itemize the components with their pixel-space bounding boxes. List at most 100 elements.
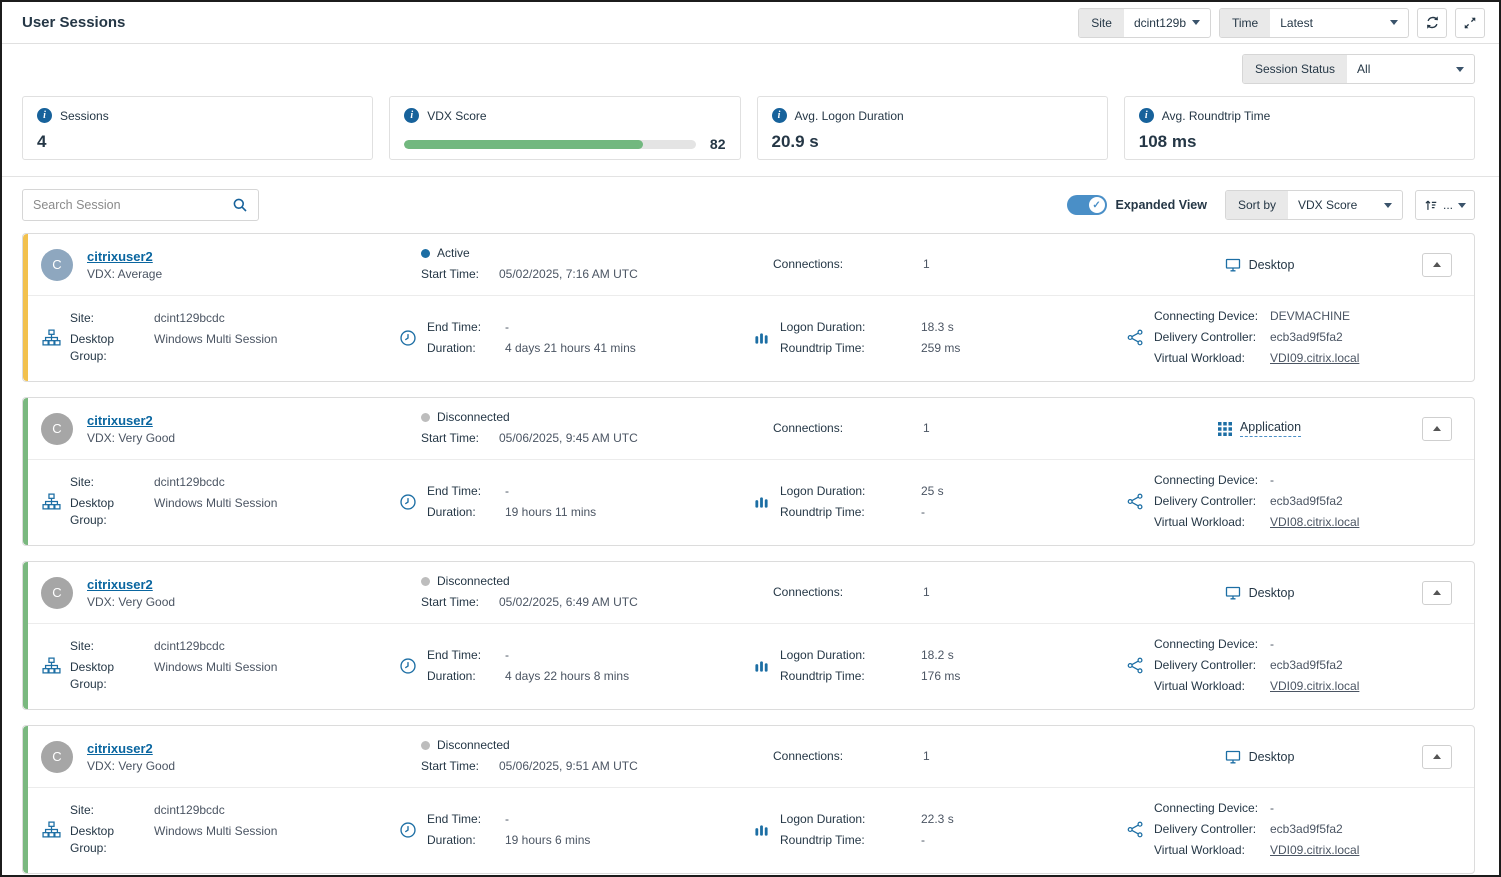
expand-icon [1463,16,1477,30]
collapse-card-button[interactable] [1422,580,1452,605]
search-icon[interactable] [232,197,248,213]
username-link[interactable]: citrixuser2 [87,412,153,428]
sort-ascending-icon [1424,198,1438,212]
filter-row: Session Status All [2,44,1499,84]
site-label: Site [1079,8,1124,37]
sort-by-selector[interactable]: Sort by VDX Score [1224,190,1403,220]
roundtrip-time-value: - [921,832,925,847]
username-link[interactable]: citrixuser2 [87,248,153,264]
logon-duration-value: 18.3 s [921,319,954,334]
virtual-workload-link[interactable]: VDI08.citrix.local [1270,515,1360,529]
virtual-workload-link[interactable]: VDI09.citrix.local [1270,351,1360,365]
virtual-workload-label: Virtual Workload: [1154,515,1245,529]
collapse-card-button[interactable] [1422,252,1452,277]
desktop-group-label: Desktop Group: [70,496,115,527]
session-status-value: All [1357,62,1371,76]
duration-value: 4 days 22 hours 8 mins [505,668,630,683]
username-link[interactable]: citrixuser2 [87,740,153,756]
virtual-workload-link[interactable]: VDI09.citrix.local [1270,679,1360,693]
sitemap-icon [41,493,61,510]
metric-card-sessions: i Sessions 4 [22,96,374,160]
status-dot [421,412,430,422]
session-type-label[interactable]: Desktop [1248,585,1295,600]
info-icon[interactable]: i [404,108,420,123]
clock-icon [398,657,418,675]
fullscreen-button[interactable] [1455,7,1485,38]
desktop-icon [1225,257,1241,273]
sitemap-icon [41,821,61,838]
site-selector[interactable]: Site dcint129b [1078,7,1211,38]
delivery-controller-value: ecb3ad9f5fa2 [1270,658,1343,672]
clock-icon [398,493,418,511]
session-toolbar: ✓ Expanded View Sort by VDX Score [2,177,1499,231]
session-type-label[interactable]: Application [1239,420,1302,437]
connection-icon [1125,329,1145,346]
check-icon: ✓ [1088,197,1105,213]
end-time-label: End Time: [427,483,482,498]
chevron-up-icon [1433,590,1441,595]
clock-icon [398,329,418,347]
end-time-value: - [505,647,509,662]
sort-by-label: Sort by [1225,191,1288,219]
roundtrip-time-value: - [921,504,925,519]
session-type-label[interactable]: Desktop [1248,257,1295,272]
sort-order-button[interactable]: ... [1414,190,1475,220]
vdx-progress-fill [404,139,644,149]
time-selector[interactable]: Time Latest [1219,7,1409,38]
logon-duration-label: Logon Duration: [780,811,866,826]
virtual-workload-link[interactable]: VDI09.citrix.local [1270,843,1360,857]
end-time-value: - [505,811,509,826]
start-time-value: 05/02/2025, 6:49 AM UTC [499,595,638,609]
connections-label: Connections: [773,421,844,435]
virtual-workload-label: Virtual Workload: [1154,679,1245,693]
session-status-selector[interactable]: Session Status All [1242,54,1475,84]
duration-label: Duration: [427,832,476,847]
site-label: Site: [70,311,95,325]
info-icon[interactable]: i [37,108,52,123]
desktop-group-value: Windows Multi Session [154,824,278,838]
session-status-label: Session Status [1243,55,1348,83]
status-text: Disconnected [437,410,510,424]
connecting-device-value: - [1270,801,1274,815]
page-title: User Sessions [22,14,126,31]
collapse-card-button[interactable] [1422,744,1452,769]
expanded-view-toggle[interactable]: ✓ [1066,195,1107,215]
desktop-group-label: Desktop Group: [70,824,115,855]
site-label: Site: [70,803,95,817]
roundtrip-time-label: Roundtrip Time: [780,340,865,355]
site-value: dcint129b [1133,15,1186,30]
virtual-workload-label: Virtual Workload: [1154,843,1245,857]
connections-value: 1 [923,585,930,599]
duration-label: Duration: [427,340,476,355]
username-link[interactable]: citrixuser2 [87,576,153,592]
delivery-controller-value: ecb3ad9f5fa2 [1270,494,1343,508]
metric-label: Avg. Roundtrip Time [1161,108,1271,123]
start-time-label: Start Time: [421,595,480,609]
sort-by-value: VDX Score [1298,198,1358,212]
chevron-up-icon [1433,262,1441,267]
site-label: Site: [70,475,95,489]
end-time-label: End Time: [427,319,482,334]
sitemap-icon [41,329,61,346]
delivery-controller-label: Delivery Controller: [1154,658,1257,672]
end-time-label: End Time: [427,811,482,826]
sort-order-ellipsis: ... [1442,198,1453,212]
duration-label: Duration: [427,668,476,683]
collapse-card-button[interactable] [1422,416,1452,441]
site-value: dcint129bcdc [154,475,225,489]
refresh-button[interactable] [1417,7,1447,38]
search-box[interactable] [22,189,259,221]
desktop-group-value: Windows Multi Session [154,660,278,674]
info-icon[interactable]: i [1138,108,1154,123]
duration-value: 19 hours 11 mins [505,504,597,519]
metric-value: 108 ms [1138,132,1197,151]
logon-duration-value: 25 s [921,483,944,498]
roundtrip-time-value: 259 ms [921,340,961,355]
metric-card-vdx-score: i VDX Score 82 [389,96,741,160]
avatar: C [41,576,73,609]
chevron-down-icon [1456,66,1464,72]
session-type-label[interactable]: Desktop [1248,749,1295,764]
search-input[interactable] [33,198,232,212]
metric-value: 4 [37,132,47,151]
info-icon[interactable]: i [771,108,787,123]
